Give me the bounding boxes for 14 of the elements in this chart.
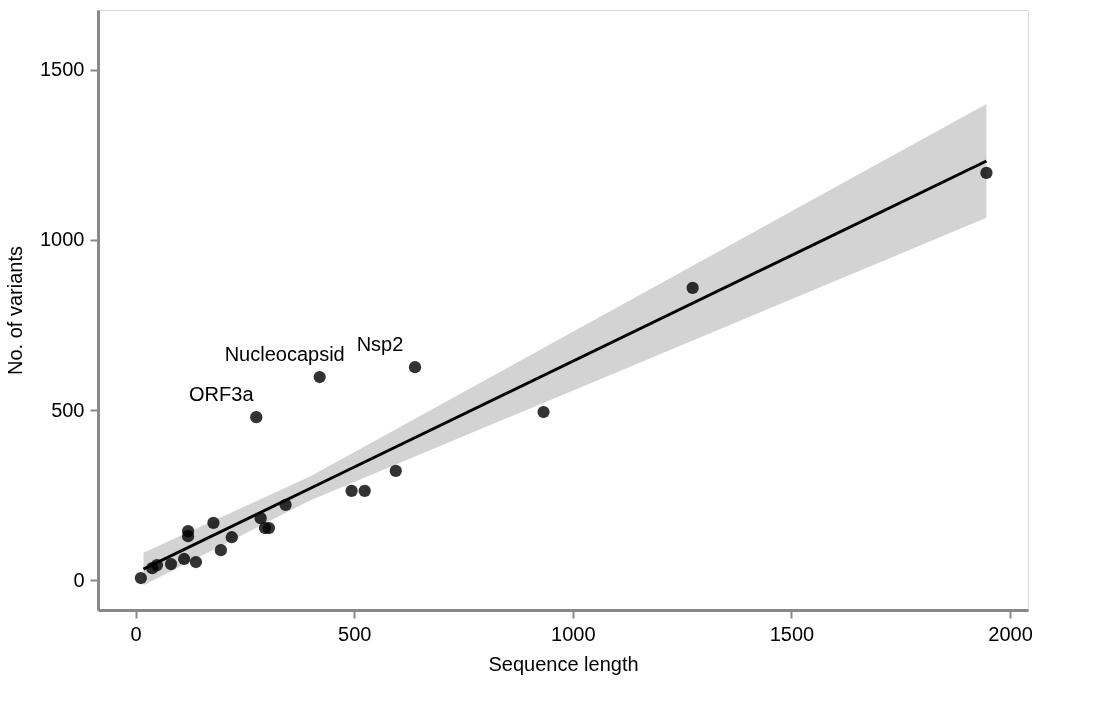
y-tick-label: 1000 [40,228,85,251]
x-tick-label: 1500 [769,622,815,645]
annotation: Nsp2 [356,333,404,356]
x-tick-label: 0 [130,622,142,645]
x-tick-label: 500 [338,622,372,645]
x-tick-label: 2000 [988,622,1033,645]
y-tick-label: 0 [73,568,85,591]
y-tick-label: 500 [51,398,85,421]
annotation: Nucleocapsid [224,343,345,366]
x-axis-title: Sequence length [488,652,639,675]
y-tick-label: 1500 [40,58,85,81]
annotation: ORF3a [189,383,255,406]
y-axis-title: No. of variants [4,246,27,375]
x-tick-label: 1000 [551,622,596,645]
